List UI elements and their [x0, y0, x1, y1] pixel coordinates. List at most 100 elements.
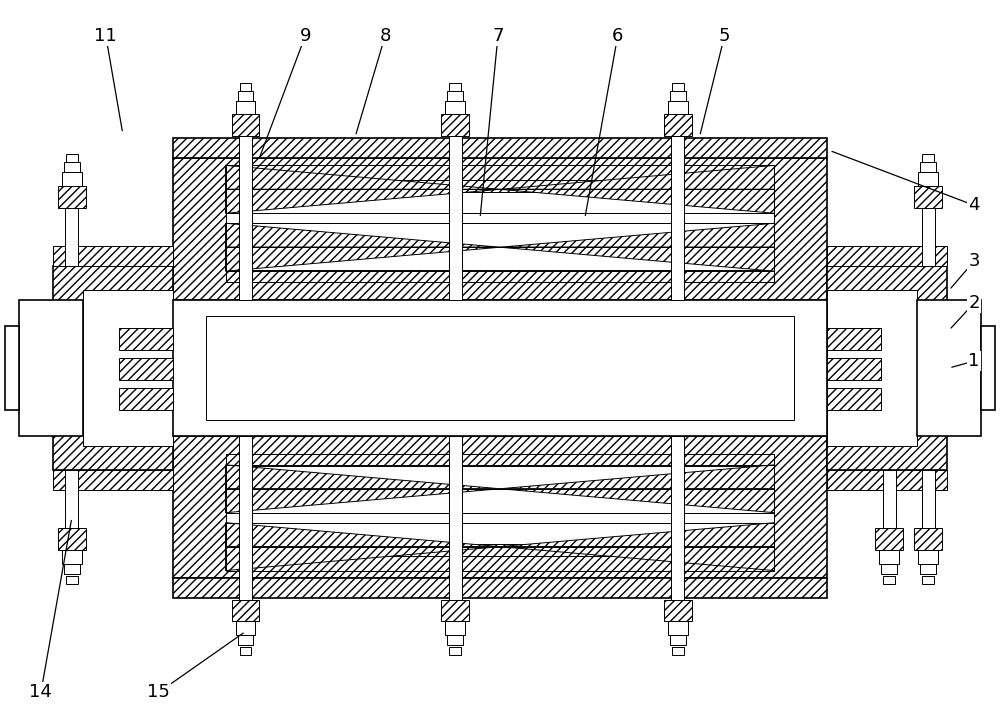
Polygon shape: [500, 189, 774, 213]
Bar: [66, 155, 78, 163]
Bar: [236, 622, 255, 636]
Bar: [226, 180, 774, 192]
Bar: [883, 470, 896, 528]
Bar: [441, 599, 469, 622]
Bar: [119, 358, 173, 380]
Text: 8: 8: [380, 27, 391, 45]
Bar: [449, 648, 461, 656]
Text: 15: 15: [147, 683, 170, 701]
Text: 3: 3: [968, 252, 980, 270]
Bar: [64, 163, 80, 172]
Bar: [879, 549, 899, 564]
Text: 1: 1: [968, 352, 980, 370]
Bar: [58, 187, 86, 208]
Bar: [119, 328, 173, 350]
Bar: [922, 470, 935, 528]
Bar: [65, 208, 78, 266]
Bar: [226, 180, 774, 282]
Bar: [918, 172, 938, 187]
Text: 14: 14: [29, 683, 52, 701]
Bar: [922, 208, 935, 266]
Bar: [827, 290, 917, 446]
Bar: [671, 137, 684, 300]
Polygon shape: [226, 189, 500, 213]
Bar: [238, 636, 253, 646]
Bar: [883, 576, 895, 583]
Bar: [240, 648, 251, 656]
Bar: [920, 163, 936, 172]
Bar: [232, 114, 259, 137]
Text: 7: 7: [492, 27, 504, 45]
Bar: [173, 436, 827, 578]
Bar: [827, 266, 947, 470]
Bar: [19, 300, 83, 436]
Polygon shape: [500, 523, 774, 547]
Bar: [447, 636, 463, 646]
Bar: [62, 172, 82, 187]
Polygon shape: [226, 547, 500, 570]
Bar: [922, 155, 934, 163]
Bar: [875, 528, 903, 549]
Polygon shape: [226, 523, 500, 547]
Bar: [922, 576, 934, 583]
Bar: [53, 470, 173, 489]
Bar: [53, 247, 173, 266]
Bar: [65, 470, 78, 528]
Text: 9: 9: [300, 27, 311, 45]
Bar: [827, 328, 881, 350]
Text: 11: 11: [94, 27, 117, 45]
Bar: [827, 247, 947, 266]
Bar: [239, 137, 252, 300]
Bar: [449, 82, 461, 90]
Bar: [827, 470, 947, 489]
Polygon shape: [226, 223, 500, 247]
Bar: [83, 290, 173, 446]
Bar: [664, 599, 692, 622]
Bar: [441, 114, 469, 137]
Bar: [226, 454, 774, 466]
Text: 4: 4: [968, 197, 980, 214]
Bar: [914, 528, 942, 549]
Polygon shape: [500, 465, 774, 489]
Bar: [236, 100, 255, 114]
Polygon shape: [226, 489, 500, 513]
Text: 2: 2: [968, 294, 980, 312]
Bar: [827, 388, 881, 410]
Text: 5: 5: [719, 27, 730, 45]
Bar: [881, 564, 897, 573]
Bar: [173, 578, 827, 597]
Bar: [226, 544, 774, 556]
Bar: [173, 158, 827, 300]
Bar: [64, 564, 80, 573]
Bar: [445, 622, 465, 636]
Polygon shape: [500, 223, 774, 247]
Bar: [240, 82, 251, 90]
Bar: [119, 388, 173, 410]
Bar: [226, 213, 774, 223]
Polygon shape: [226, 247, 500, 271]
Bar: [827, 358, 881, 380]
Polygon shape: [500, 166, 774, 189]
Bar: [672, 648, 684, 656]
Bar: [668, 622, 688, 636]
Bar: [449, 137, 462, 300]
Bar: [173, 300, 827, 436]
Polygon shape: [500, 247, 774, 271]
Bar: [62, 549, 82, 564]
Bar: [239, 436, 252, 599]
Bar: [670, 636, 686, 646]
Polygon shape: [500, 489, 774, 513]
Bar: [232, 599, 259, 622]
Bar: [672, 82, 684, 90]
Bar: [58, 528, 86, 549]
Bar: [920, 564, 936, 573]
Bar: [664, 114, 692, 137]
Bar: [917, 300, 981, 436]
Polygon shape: [226, 166, 500, 189]
Bar: [670, 90, 686, 100]
Bar: [981, 326, 995, 410]
Bar: [671, 436, 684, 599]
Text: 6: 6: [612, 27, 623, 45]
Bar: [238, 90, 253, 100]
Bar: [445, 100, 465, 114]
